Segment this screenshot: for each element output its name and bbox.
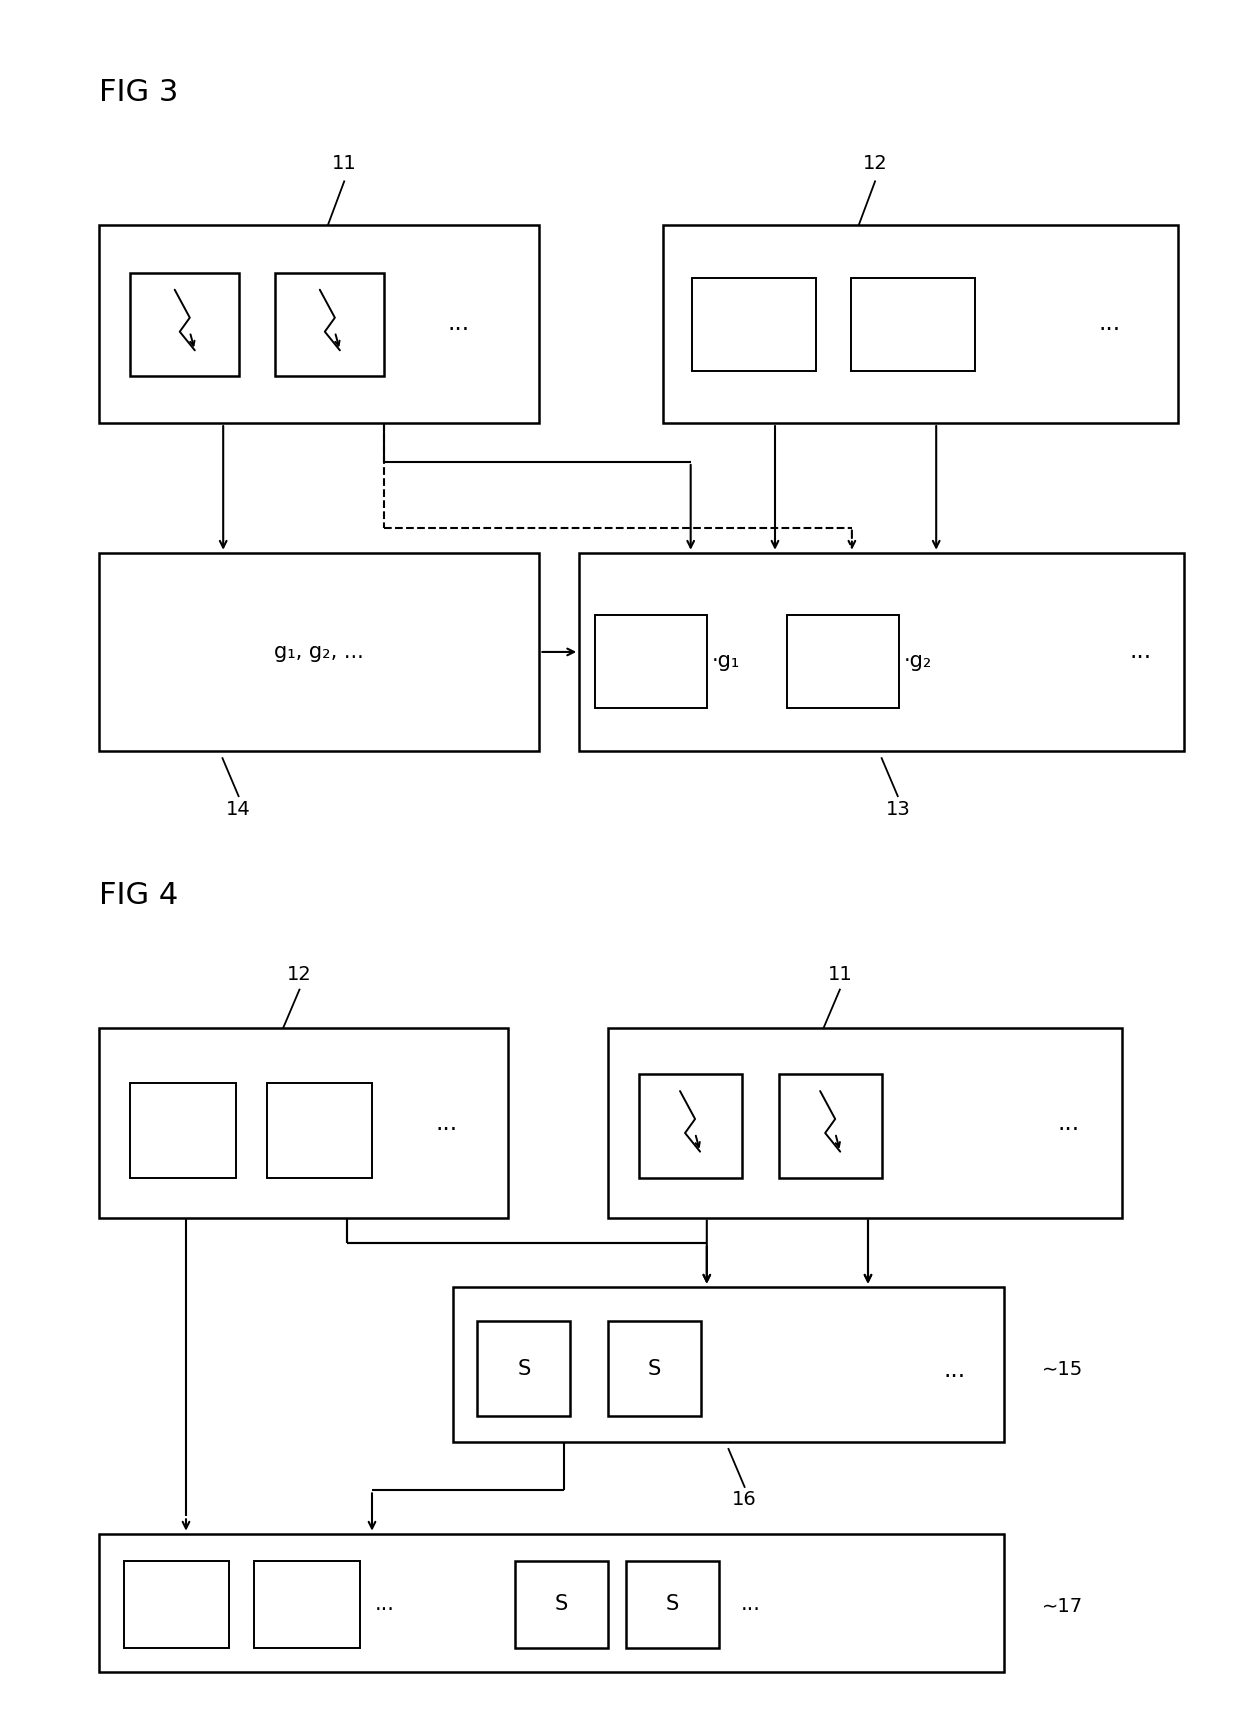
Text: ·g₁: ·g₁ bbox=[712, 651, 740, 672]
Bar bbox=[851, 278, 975, 371]
Text: 16: 16 bbox=[733, 1490, 756, 1509]
Bar bbox=[99, 1534, 1004, 1672]
Bar bbox=[254, 1561, 360, 1648]
Text: S: S bbox=[517, 1359, 531, 1378]
Bar bbox=[608, 1028, 1122, 1218]
Bar bbox=[579, 553, 1184, 751]
Text: 13: 13 bbox=[885, 800, 910, 819]
Text: ...: ... bbox=[944, 1357, 966, 1382]
Text: 14: 14 bbox=[226, 800, 250, 819]
Bar bbox=[99, 225, 539, 423]
Bar bbox=[477, 1321, 570, 1416]
Text: ...: ... bbox=[435, 1110, 458, 1135]
Text: ...: ... bbox=[448, 311, 470, 335]
Bar bbox=[124, 1561, 229, 1648]
Text: FIG 4: FIG 4 bbox=[99, 881, 179, 910]
Text: 11: 11 bbox=[332, 154, 357, 173]
Bar bbox=[515, 1561, 608, 1648]
Text: ·g₂: ·g₂ bbox=[904, 651, 932, 672]
Bar bbox=[130, 1083, 236, 1178]
Bar bbox=[99, 553, 539, 751]
Bar bbox=[267, 1083, 372, 1178]
Text: ...: ... bbox=[740, 1594, 760, 1615]
Text: 12: 12 bbox=[288, 965, 311, 984]
Bar bbox=[275, 273, 384, 376]
Text: ...: ... bbox=[1058, 1110, 1080, 1135]
Bar bbox=[608, 1321, 701, 1416]
Bar bbox=[692, 278, 816, 371]
Text: ...: ... bbox=[1130, 639, 1152, 663]
Bar bbox=[130, 273, 239, 376]
Bar bbox=[663, 225, 1178, 423]
Text: S: S bbox=[647, 1359, 661, 1378]
Text: ...: ... bbox=[374, 1594, 394, 1615]
Text: ∼15: ∼15 bbox=[1042, 1359, 1083, 1380]
Bar bbox=[787, 615, 899, 708]
Bar bbox=[779, 1074, 882, 1178]
Bar bbox=[453, 1287, 1004, 1442]
Text: FIG 3: FIG 3 bbox=[99, 78, 179, 107]
Text: g₁, g₂, ...: g₁, g₂, ... bbox=[274, 642, 365, 661]
Bar bbox=[626, 1561, 719, 1648]
Text: S: S bbox=[666, 1594, 680, 1615]
Bar bbox=[99, 1028, 508, 1218]
Text: 11: 11 bbox=[827, 965, 852, 984]
Bar bbox=[639, 1074, 742, 1178]
Text: 12: 12 bbox=[863, 154, 888, 173]
Text: ...: ... bbox=[1099, 311, 1121, 335]
Text: S: S bbox=[554, 1594, 568, 1615]
Text: ∼17: ∼17 bbox=[1042, 1596, 1083, 1616]
Bar bbox=[595, 615, 707, 708]
